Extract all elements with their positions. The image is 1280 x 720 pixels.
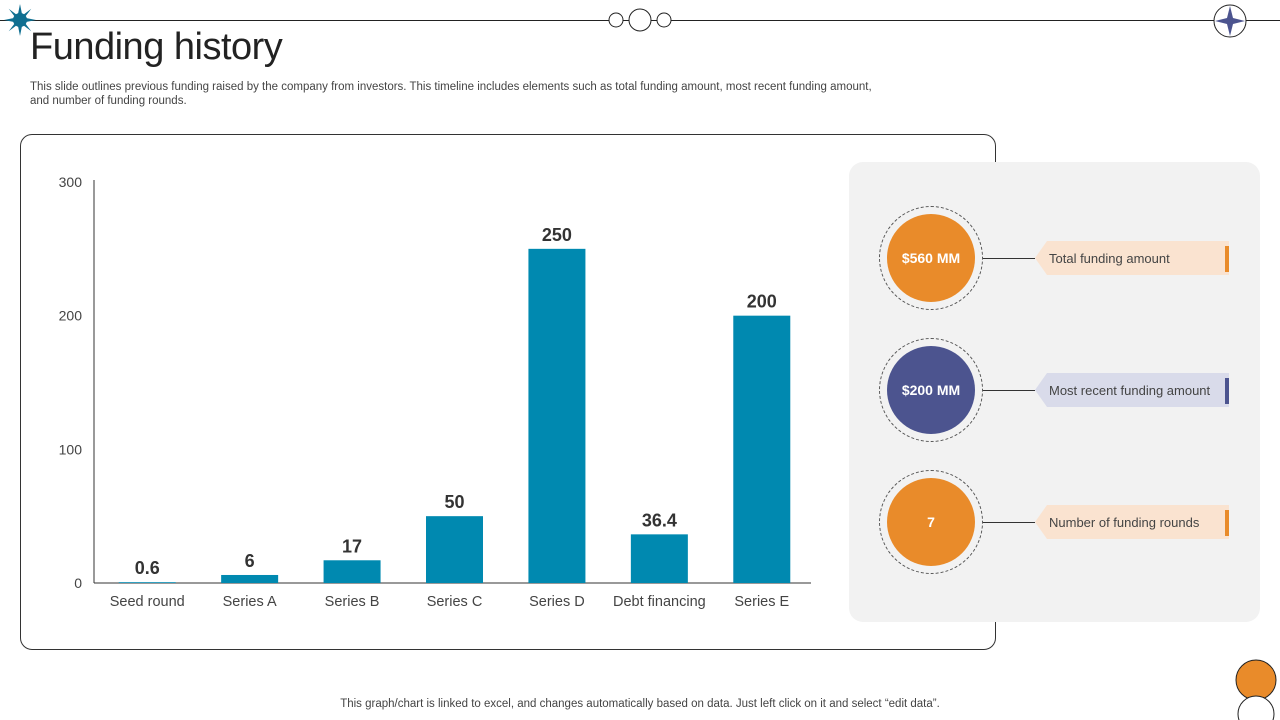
orange-dot-icon [1235, 659, 1277, 720]
stat-funding-rounds: 7 Number of funding rounds [879, 470, 1239, 578]
four-point-star-icon [1213, 4, 1247, 38]
stat-label: Total funding amount [1049, 250, 1170, 266]
stat-tag-accent [1225, 246, 1229, 272]
stat-connector [983, 522, 1035, 523]
x-tick-label: Debt financing [613, 594, 706, 610]
stat-label-tag: Most recent funding amount [1035, 373, 1229, 407]
stat-ring [879, 206, 983, 310]
stat-connector [983, 258, 1035, 259]
bar-data-label: 17 [342, 536, 362, 556]
stat-value: 7 [927, 514, 935, 530]
x-tick-label: Seed round [110, 594, 185, 610]
bar-data-label: 200 [747, 292, 777, 312]
y-tick-label: 100 [59, 441, 83, 457]
stat-label: Number of funding rounds [1049, 514, 1200, 530]
bar [426, 516, 483, 583]
stat-ring [879, 470, 983, 574]
stat-value-circle: $560 MM [887, 214, 975, 302]
stat-label: Most recent funding amount [1049, 382, 1211, 398]
stat-recent-funding: $200 MM Most recent funding amount [879, 338, 1239, 446]
y-tick-label: 0 [74, 575, 82, 591]
bar [733, 315, 791, 583]
y-tick-label: 300 [59, 174, 83, 190]
stat-value: $200 MM [901, 382, 961, 398]
stat-tag-accent [1225, 378, 1229, 404]
x-tick-label: Series D [529, 594, 585, 610]
stat-connector [983, 390, 1035, 391]
x-tick-label: Series C [427, 594, 483, 610]
sunburst-icon [4, 4, 36, 36]
bar-data-label: 50 [444, 492, 464, 512]
chart-frame[interactable]: 0 100 200 300 0.6 Seed round 6 Series A 17 Series… [20, 134, 996, 650]
stat-value-circle: 7 [887, 478, 975, 566]
footer-note: This graph/chart is linked to excel, and… [340, 698, 940, 710]
funding-bar-chart[interactable]: 0 100 200 300 0.6 Seed round 6 Series A 17 Series… [21, 135, 997, 651]
stat-ring [879, 338, 983, 442]
page-title: Funding history [30, 26, 283, 68]
stat-total-funding: $560 MM Total funding amount [879, 206, 1239, 314]
stat-value-circle: $200 MM [887, 346, 975, 434]
stat-tag-accent [1225, 510, 1229, 536]
bar-data-label: 0.6 [135, 558, 160, 578]
bar [221, 574, 279, 583]
bar-data-label: 250 [542, 225, 572, 245]
bar [118, 582, 176, 583]
page-description: This slide outlines previous funding rai… [30, 81, 872, 107]
triple-circle-icon [608, 8, 672, 32]
stat-label-tag: Total funding amount [1035, 241, 1229, 275]
bar [630, 534, 688, 583]
bar-data-label: 36.4 [642, 510, 677, 530]
stat-label-tag: Number of funding rounds [1035, 505, 1229, 539]
bar [528, 248, 586, 583]
y-tick-label: 200 [59, 308, 83, 324]
x-tick-label: Series A [223, 594, 277, 610]
x-tick-label: Series B [325, 594, 380, 610]
bar [323, 560, 381, 583]
stat-value: $560 MM [901, 250, 961, 266]
bar-data-label: 6 [245, 551, 255, 571]
x-tick-label: Series E [734, 594, 789, 610]
stats-panel: $560 MM Total funding amount $200 MM Mos… [849, 162, 1260, 622]
